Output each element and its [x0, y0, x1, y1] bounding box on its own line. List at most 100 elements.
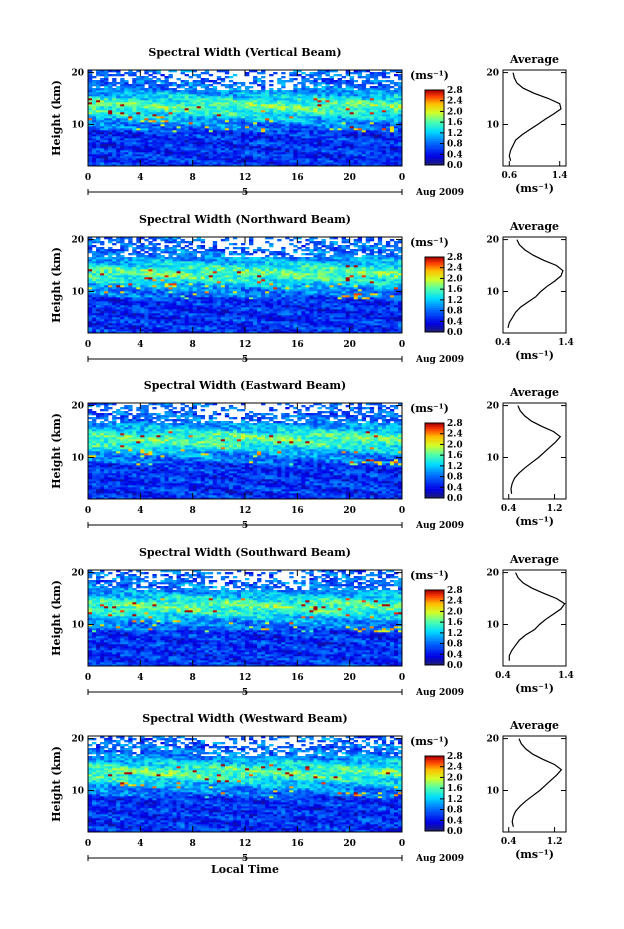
heatmap-cell [116, 138, 120, 140]
heatmap-cell [378, 160, 382, 162]
heatmap-cell [342, 150, 346, 152]
heatmap-cell [225, 134, 229, 136]
heatmap-cell [221, 150, 225, 152]
heatmap-cell [197, 148, 201, 150]
heatmap-cell [386, 138, 390, 140]
heatmap-cell [390, 144, 394, 146]
heatmap-cell [378, 134, 382, 136]
heatmap-cell [160, 150, 164, 152]
heatmap-cell [92, 134, 96, 136]
heatmap-cell [233, 138, 237, 140]
heatmap-cell [136, 134, 140, 136]
heatmap-cell [317, 146, 321, 148]
heatmap-cell [281, 160, 285, 162]
heatmap-cell [281, 150, 285, 152]
heatmap-cell [108, 162, 112, 164]
heatmap-cell [209, 150, 213, 152]
heatmap-cell [253, 140, 257, 142]
heatmap-cell [326, 150, 330, 152]
heatmap-cell [128, 144, 132, 146]
heatmap-cell [112, 134, 116, 136]
heatmap-cell [326, 158, 330, 160]
heatmap-cell [390, 136, 394, 138]
heatmap-cell [221, 136, 225, 138]
heatmap-cell [253, 134, 257, 136]
heatmap-cell [317, 158, 321, 160]
heatmap-cell [140, 136, 144, 138]
heatmap-cell [313, 154, 317, 156]
heatmap-cell [225, 150, 229, 152]
heatmap-cell [273, 142, 277, 144]
heatmap-cell [366, 150, 370, 152]
heatmap-cell [96, 148, 100, 150]
heatmap-cell [293, 144, 297, 146]
heatmap-cell [269, 158, 273, 160]
heatmap-cell [281, 144, 285, 146]
heatmap-cell [297, 156, 301, 158]
heatmap-cell [233, 134, 237, 136]
heatmap-cell [285, 150, 289, 152]
heatmap-cell [386, 150, 390, 152]
heatmap-cell [301, 142, 305, 144]
heatmap-cell [177, 134, 181, 136]
heatmap-cell [104, 150, 108, 152]
heatmap-cell [169, 148, 173, 150]
heatmap-cell [201, 136, 205, 138]
heatmap-cell [370, 146, 374, 148]
heatmap-cell [346, 150, 350, 152]
heatmap-cell [160, 148, 164, 150]
heatmap-cell [370, 148, 374, 150]
heatmap-cell [342, 136, 346, 138]
heatmap-cell [326, 152, 330, 154]
heatmap-cell [301, 154, 305, 156]
heatmap-cell [313, 148, 317, 150]
heatmap-cell [181, 148, 185, 150]
heatmap-cell [366, 148, 370, 150]
heatmap-cell [152, 160, 156, 162]
heatmap-cell [394, 138, 398, 140]
heatmap-cell [177, 142, 181, 144]
heatmap-cell [136, 150, 140, 152]
heatmap-cell [277, 158, 281, 160]
heatmap-cell [281, 136, 285, 138]
heatmap-cell [277, 140, 281, 142]
heatmap-cell [317, 136, 321, 138]
heatmap-cell [92, 138, 96, 140]
heatmap-cell [342, 138, 346, 140]
heatmap-cell [92, 160, 96, 162]
heatmap-cell [313, 160, 317, 162]
heatmap-cell [229, 136, 233, 138]
heatmap-cell [241, 150, 245, 152]
heatmap-cell [350, 156, 354, 158]
heatmap-cell [394, 152, 398, 154]
heatmap-cell [350, 150, 354, 152]
heatmap-cell [144, 158, 148, 160]
heatmap-cell [148, 158, 152, 160]
heatmap-cell [390, 156, 394, 158]
heatmap-cell [160, 136, 164, 138]
heatmap-cell [88, 148, 92, 150]
heatmap-cell [321, 154, 325, 156]
heatmap-cell [293, 156, 297, 158]
heatmap-cell [164, 162, 168, 164]
heatmap-cell [181, 158, 185, 160]
heatmap-cell [120, 160, 124, 162]
heatmap-cell [366, 152, 370, 154]
heatmap-cell [326, 134, 330, 136]
heatmap-cell [197, 134, 201, 136]
heatmap-cell [257, 134, 261, 136]
heatmap-cell [297, 162, 301, 164]
heatmap-cell [152, 148, 156, 150]
heatmap-cell [225, 146, 229, 148]
heatmap-cell [177, 146, 181, 148]
heatmap-cell [350, 148, 354, 150]
heatmap-cell [209, 140, 213, 142]
heatmap-cell [330, 146, 334, 148]
heatmap-cell [358, 138, 362, 140]
heatmap-cell [100, 152, 104, 154]
heatmap-cell [394, 160, 398, 162]
heatmap-cell [265, 156, 269, 158]
heatmap-cell [189, 148, 193, 150]
heatmap-cell [382, 160, 386, 162]
heatmap-cell [209, 158, 213, 160]
